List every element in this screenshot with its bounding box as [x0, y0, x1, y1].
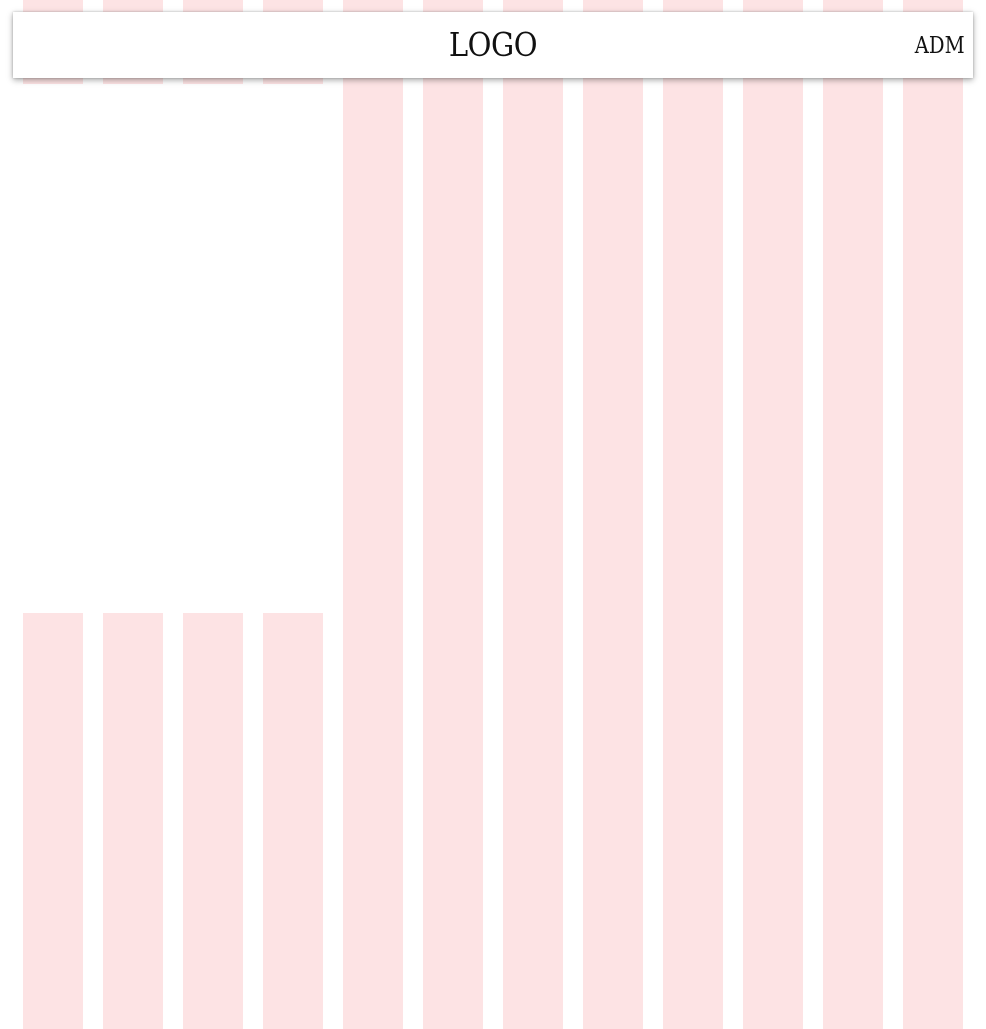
top-header: LOGO ADM	[13, 12, 973, 78]
grid-column	[823, 0, 883, 1029]
grid-column	[423, 0, 483, 1029]
logo[interactable]: LOGO	[448, 25, 538, 64]
grid-column	[663, 0, 723, 1029]
grid-column	[503, 0, 563, 1029]
account-button[interactable]: ADM	[915, 33, 965, 59]
sidebar-panel	[0, 84, 336, 613]
grid-column	[343, 0, 403, 1029]
grid-column	[903, 0, 963, 1029]
grid-column	[743, 0, 803, 1029]
grid-column	[583, 0, 643, 1029]
